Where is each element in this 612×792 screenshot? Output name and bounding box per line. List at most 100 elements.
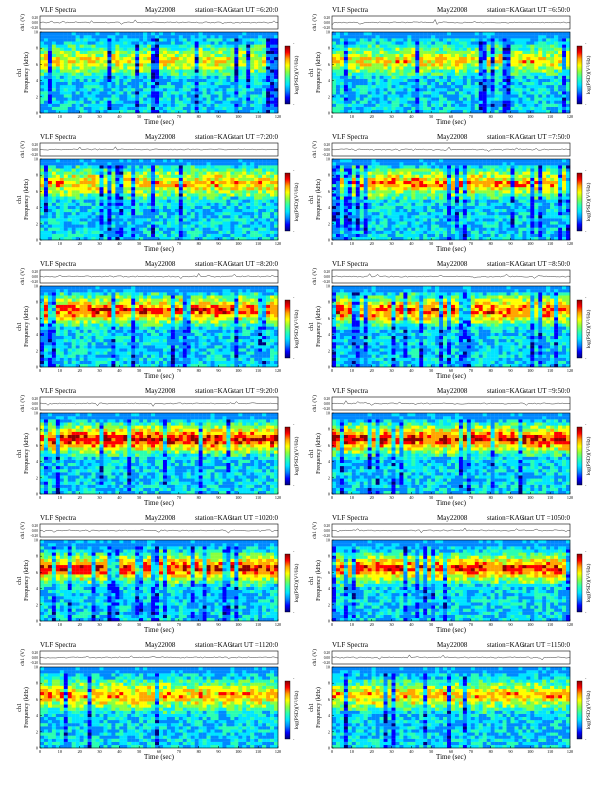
spectrogram-cell	[542, 91, 546, 94]
spectrogram-cell	[76, 57, 80, 60]
spectrogram-cell	[340, 203, 344, 206]
spectrogram-cell	[84, 178, 88, 181]
spectrogram-cell	[60, 110, 64, 113]
spectrogram-cell	[68, 60, 72, 63]
spectrogram-cell	[215, 73, 219, 76]
spectrogram-cell	[187, 60, 191, 63]
spectrogram-cell	[76, 175, 80, 178]
spectrogram-cell	[143, 196, 147, 199]
spectrogram-cell	[336, 206, 340, 209]
spectrogram-cell	[115, 85, 119, 88]
spectrogram-cell	[68, 209, 72, 212]
spectrogram-cell	[348, 66, 352, 69]
spectrogram-cell	[147, 193, 151, 196]
spectrogram-cell	[463, 79, 467, 82]
spectrogram-cell	[84, 181, 88, 184]
spectrogram-cell	[403, 101, 407, 104]
spectrogram-cell	[479, 48, 483, 51]
spectrogram-cell	[127, 38, 131, 41]
spectrogram-cell	[72, 181, 76, 184]
spectrogram-cell	[139, 94, 143, 97]
spectrogram-cell	[479, 44, 483, 47]
spectrogram-cell	[380, 94, 384, 97]
spectrogram-cell	[262, 97, 266, 100]
spectrogram-cell	[507, 91, 511, 94]
spectrogram-cell	[215, 60, 219, 63]
spectrogram-cell	[175, 206, 179, 209]
spectrogram-cell	[107, 187, 111, 190]
spectrogram-cell	[44, 79, 48, 82]
spectrogram-cell	[72, 178, 76, 181]
spectrogram-cell	[566, 48, 570, 51]
spectrogram-cell	[187, 206, 191, 209]
spectrogram-cell	[415, 69, 419, 72]
spectrogram-cell	[56, 54, 60, 57]
spectrogram-cell	[388, 38, 392, 41]
spectrogram-cell	[258, 224, 262, 227]
spectrogram-cell	[88, 175, 92, 178]
spectrogram-cell	[242, 228, 246, 231]
spectrogram-cell	[226, 69, 230, 72]
spectrogram-cell	[123, 231, 127, 234]
x-tick-label: 110	[255, 114, 261, 119]
spectrogram-cell	[562, 35, 566, 38]
spectrogram-cell	[88, 193, 92, 196]
spectrogram-cell	[167, 35, 171, 38]
spectrogram-cell	[76, 51, 80, 54]
spectrogram-cell	[107, 69, 111, 72]
spectrogram-cell	[487, 69, 491, 72]
spectrogram-cell	[258, 184, 262, 187]
spectrogram-cell	[443, 35, 447, 38]
spectrogram-cell	[203, 193, 207, 196]
spectrogram-cell	[207, 181, 211, 184]
spectrogram-cell	[207, 107, 211, 110]
spectrogram-cell	[131, 212, 135, 215]
spectrogram-cell	[250, 218, 254, 221]
x-tick-label: 50	[137, 114, 141, 119]
spectrogram-cell	[479, 101, 483, 104]
spectrogram-cell	[340, 51, 344, 54]
spectrogram-cell	[250, 171, 254, 174]
spectrogram-cell	[242, 110, 246, 113]
spectrogram-cell	[356, 69, 360, 72]
spectrogram-cell	[447, 63, 451, 66]
spectrogram-cell	[207, 228, 211, 231]
spectrogram-cell	[423, 94, 427, 97]
spectrogram-cell	[419, 101, 423, 104]
spectrogram-cell	[511, 35, 515, 38]
spectrogram-cell	[100, 175, 104, 178]
spectrogram-cell	[250, 209, 254, 212]
spectrogram-cell	[107, 175, 111, 178]
spectrogram-cell	[411, 97, 415, 100]
spectrogram-cell	[234, 32, 238, 35]
spectrogram-cell	[80, 165, 84, 168]
spectrogram-cell	[56, 162, 60, 165]
spectrogram-cell	[175, 91, 179, 94]
spectrogram-cell	[487, 85, 491, 88]
spectrogram-cell	[163, 228, 167, 231]
spectrogram-cell	[179, 224, 183, 227]
spectrogram-cell	[167, 79, 171, 82]
spectrogram-cell	[211, 215, 215, 218]
spectrogram-cell	[72, 107, 76, 110]
spectrogram-heatmap	[40, 32, 278, 113]
spectrogram-cell	[332, 200, 336, 203]
spectrogram-cell	[68, 73, 72, 76]
spectrogram-cell	[352, 76, 356, 79]
spectrogram-cell	[163, 231, 167, 234]
spectrogram-cell	[195, 209, 199, 212]
spectrogram-cell	[163, 237, 167, 240]
spectrogram-cell	[270, 228, 274, 231]
spectrogram-cell	[491, 66, 495, 69]
spectrogram-cell	[336, 228, 340, 231]
spectrogram-cell	[238, 212, 242, 215]
spectrogram-cell	[332, 215, 336, 218]
spectrogram-cell	[76, 187, 80, 190]
spectrogram-cell	[68, 104, 72, 107]
spectrogram-cell	[352, 88, 356, 91]
spectrogram-cell	[380, 85, 384, 88]
x-tick-label: 30	[97, 114, 101, 119]
spectrogram-cell	[68, 69, 72, 72]
spectrogram-cell	[360, 73, 364, 76]
spectrogram-cell	[234, 101, 238, 104]
